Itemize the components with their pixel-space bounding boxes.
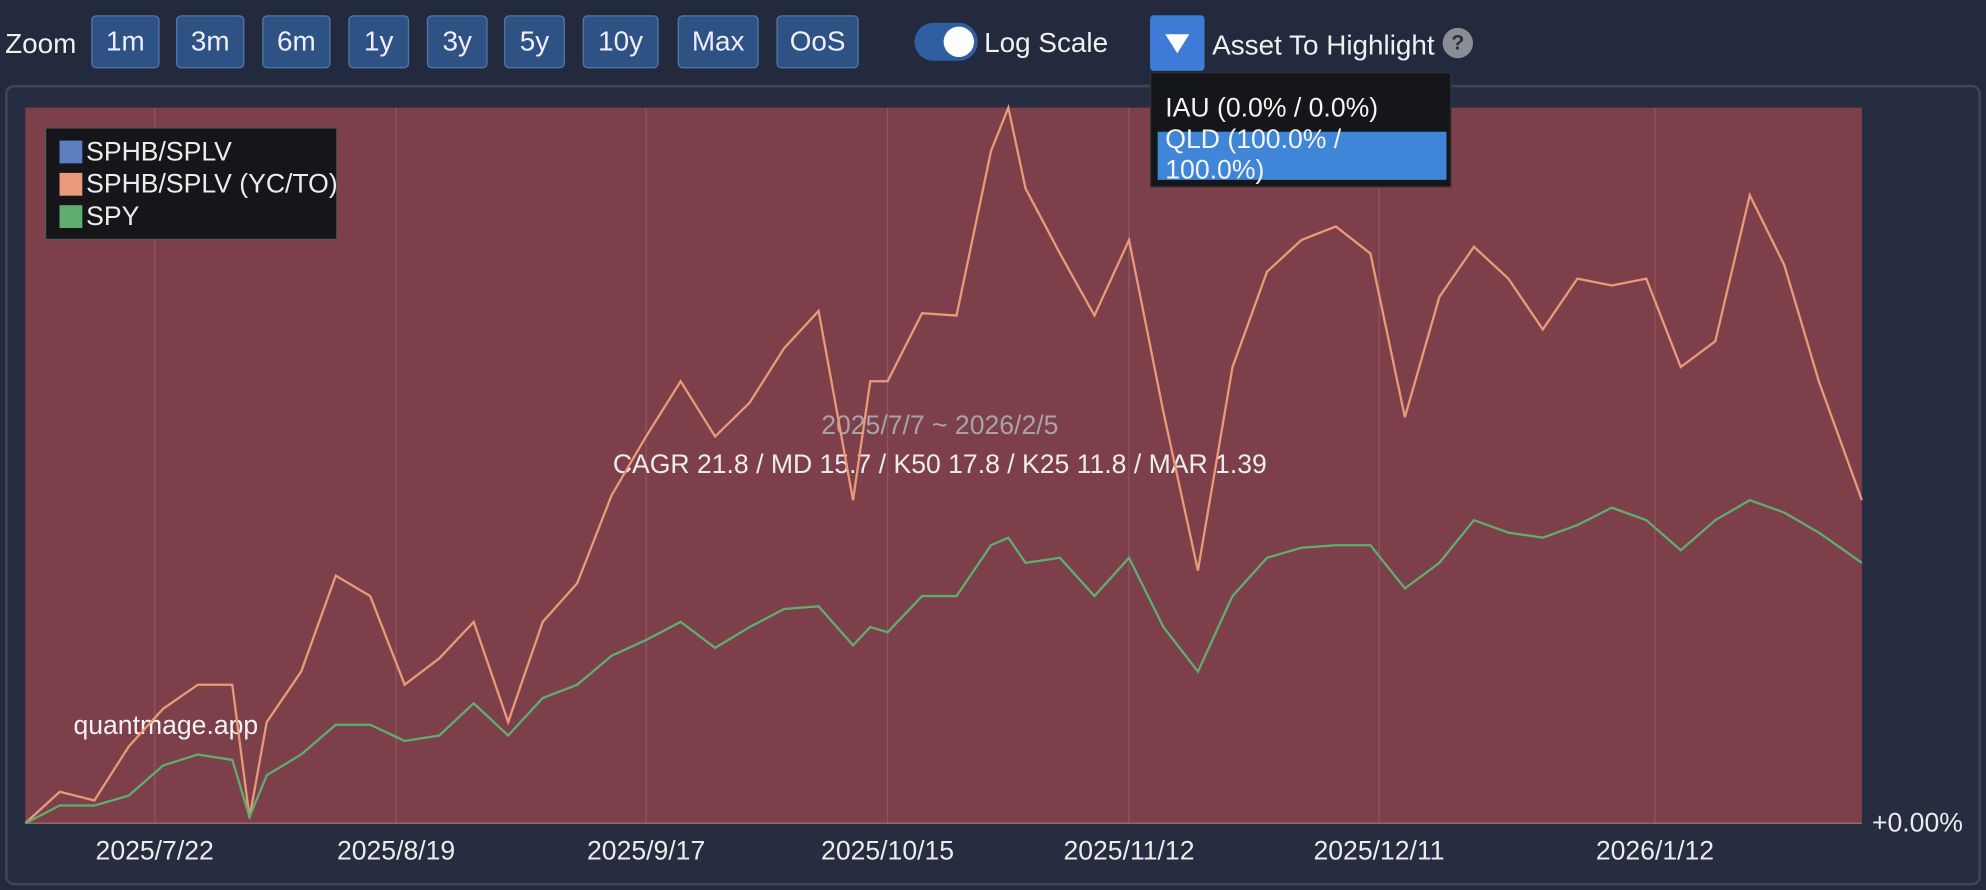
highlight-dropdown-button[interactable] (1150, 15, 1205, 71)
zoom-button[interactable]: Max (677, 15, 759, 69)
legend-entry: SPY (86, 201, 139, 231)
zoom-button[interactable]: 10y (582, 15, 659, 69)
legend-swatch (59, 205, 83, 228)
x-tick-label: 2026/1/12 (1596, 835, 1714, 865)
zoom-button[interactable]: 3m (176, 15, 245, 69)
zoom-button[interactable]: 6m (262, 15, 331, 69)
log-scale-toggle[interactable] (914, 22, 978, 61)
zoom-label: Zoom (5, 27, 77, 60)
plot: 2025/7/22 2025/8/19 2025/9/17 2025/10/15 202… (24, 103, 1963, 865)
legend-entry: SPHB/SPLV (YC/TO) (86, 169, 338, 199)
toggle-knob (943, 26, 974, 57)
annotation: CAGR 21.8 / MD 15.7 / K50 17.8 / K25 11.… (613, 449, 1267, 479)
subtitle: 2025/7/7 ~ 2026/2/5 (821, 410, 1058, 440)
x-tick-label: 2025/8/19 (337, 835, 455, 865)
x-tick-label: 2025/10/15 (821, 835, 954, 865)
x-tick-label: 2025/7/22 (96, 835, 214, 865)
series-line (24, 498, 1863, 825)
help-icon[interactable]: ? (1442, 27, 1474, 59)
zoom-button[interactable]: 1m (91, 15, 160, 69)
zoom-button[interactable]: 3y (426, 15, 488, 69)
dropdown-item[interactable]: QLD (100.0% / 100.0%) (1157, 125, 1447, 185)
y-tick-label: +0.00% (1872, 808, 1963, 838)
legend-swatch (59, 172, 83, 196)
legend-entry: SPHB/SPLV (86, 136, 232, 166)
dropdown-icon (1165, 34, 1190, 54)
zoom-button[interactable]: 5y (504, 15, 565, 69)
watermark: quantmage.app (73, 710, 258, 740)
zoom-button[interactable]: 1y (348, 15, 410, 69)
x-tick-label: 2025/9/17 (587, 835, 705, 865)
legend-box (44, 127, 338, 241)
x-tick-label: 2025/12/11 (1313, 835, 1444, 865)
dropdown-menu: IAU (0.0% / 0.0%) QLD (100.0% / 100.0%) (1150, 72, 1452, 188)
legend-swatch (59, 140, 83, 164)
zoom-button[interactable]: OoS (776, 15, 859, 69)
dropdown-item[interactable]: IAU (0.0% / 0.0%) (1165, 93, 1379, 123)
series-line (24, 103, 1863, 825)
highlight-label: Asset To Highlight (1212, 29, 1435, 61)
log-scale-label: Log Scale (984, 26, 1109, 59)
x-tick-label: 2025/11/12 (1063, 835, 1194, 865)
